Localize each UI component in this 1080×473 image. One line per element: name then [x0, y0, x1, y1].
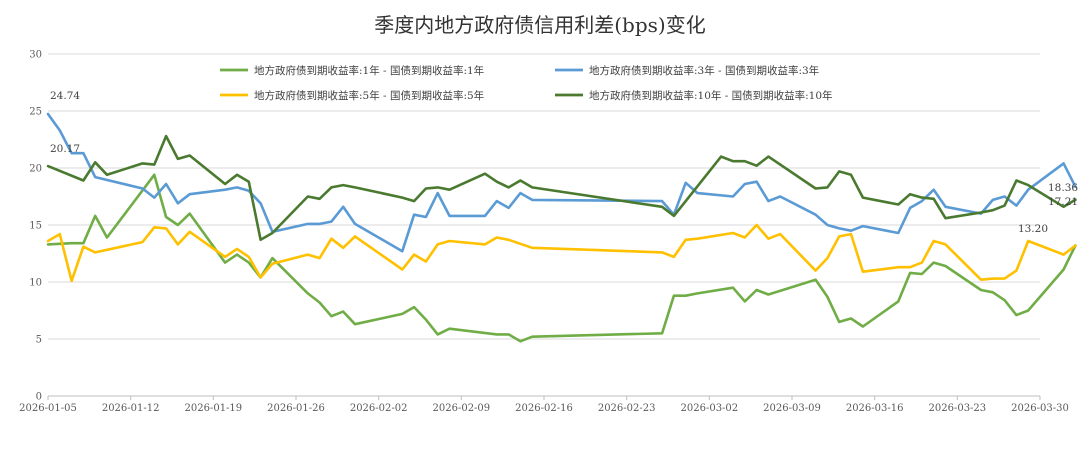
- legend-item-1: 地方政府债到期收益率:3年 - 国债到期收益率:3年: [555, 64, 819, 77]
- x-tick-label: 2026-03-09: [763, 403, 821, 414]
- legend: 地方政府债到期收益率:1年 - 国债到期收益率:1年 地方政府债到期收益率:3年 …: [220, 64, 833, 102]
- series-line-0: [46, 173, 1077, 343]
- data-label: 17.21: [1048, 196, 1078, 208]
- series-line-1: [46, 112, 1077, 253]
- x-tick-label: 2026-02-09: [433, 403, 491, 414]
- x-tick-label: 2026-02-02: [350, 403, 408, 414]
- x-tick-label: 2026-03-02: [681, 403, 739, 414]
- legend-label: 地方政府债到期收益率:3年 - 国债到期收益率:3年: [589, 64, 819, 77]
- series-line-2: [46, 223, 1077, 283]
- x-tick-label: 2026-01-26: [267, 403, 325, 414]
- legend-item-0: 地方政府债到期收益率:1年 - 国债到期收益率:1年: [220, 64, 484, 77]
- legend-label: 地方政府债到期收益率:10年 - 国债到期收益率:10年: [589, 89, 833, 102]
- x-tick-label: 2026-03-30: [1011, 403, 1069, 414]
- y-tick-label: 0: [36, 392, 42, 403]
- y-tick-label: 15: [29, 221, 42, 232]
- gridlines: [48, 53, 1040, 397]
- data-label: 13.20: [1018, 223, 1048, 235]
- data-label: 24.74: [50, 90, 80, 102]
- data-label: 18.36: [1048, 182, 1078, 194]
- legend-label: 地方政府债到期收益率:5年 - 国债到期收益率:5年: [254, 89, 484, 102]
- y-tick-label: 30: [29, 50, 42, 61]
- y-tick-label: 20: [29, 164, 42, 175]
- legend-item-3: 地方政府债到期收益率:10年 - 国债到期收益率:10年: [555, 89, 833, 102]
- y-tick-label: 5: [36, 335, 42, 346]
- y-tick-label: 10: [29, 278, 42, 289]
- x-tick-label: 2026-01-05: [19, 403, 77, 414]
- chart-title: 季度内地方政府债信用利差(bps)变化: [374, 13, 705, 37]
- x-tick-label: 2026-02-16: [515, 403, 573, 414]
- series-lines: [46, 112, 1077, 343]
- annotations: 24.74 20.17 18.36 17.21 13.20: [50, 90, 1078, 235]
- y-axis: 0 5 10 15 20 25 30: [29, 50, 42, 403]
- x-tick-label: 2026-01-19: [185, 403, 243, 414]
- x-tick-label: 2026-03-16: [846, 403, 904, 414]
- data-label: 20.17: [50, 143, 80, 155]
- y-tick-label: 25: [29, 107, 42, 118]
- x-tick-label: 2026-03-23: [929, 403, 987, 414]
- x-tick-label: 2026-02-23: [598, 403, 656, 414]
- series-line-3: [46, 134, 1077, 242]
- x-tick-label: 2026-01-12: [102, 403, 160, 414]
- x-axis: 2026-01-05 2026-01-12 2026-01-19 2026-01-26…: [19, 396, 1069, 414]
- legend-item-2: 地方政府债到期收益率:5年 - 国债到期收益率:5年: [220, 89, 484, 102]
- legend-label: 地方政府债到期收益率:1年 - 国债到期收益率:1年: [254, 64, 484, 77]
